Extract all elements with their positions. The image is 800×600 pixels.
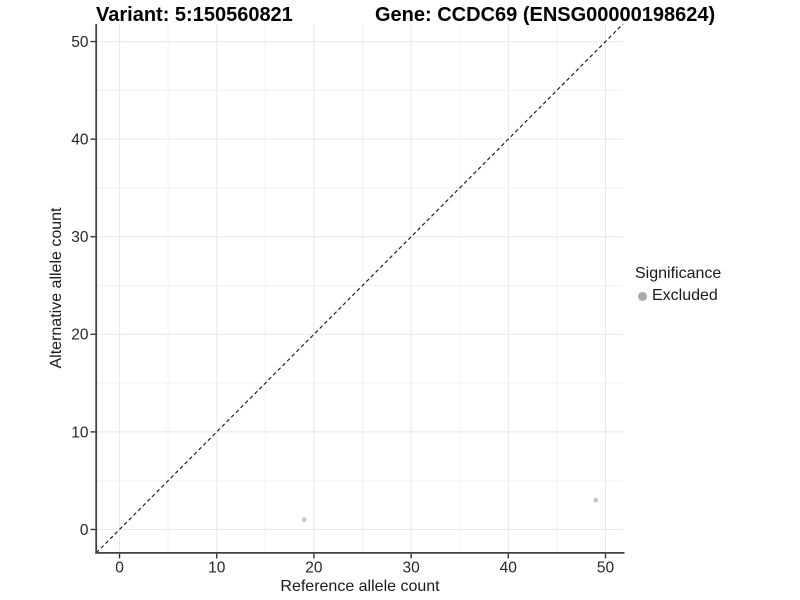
y-axis-label: Alternative allele count [48,207,65,369]
x-tick-label: 50 [597,560,615,577]
x-axis-label: Reference allele count [280,578,440,595]
x-tick-label: 0 [115,560,124,577]
legend-point-icon [638,291,647,301]
data-point [593,497,599,503]
legend-title: Significance [635,265,722,282]
legend: Significance Excluded [635,264,721,305]
identity-reference-line [95,23,624,554]
x-tick-label: 20 [305,560,323,577]
legend-entry-label: Excluded [652,287,718,304]
gene-title: Gene: CCDC69 (ENSG00000198624) [375,4,716,26]
x-tick-label: 40 [500,560,518,577]
x-tick-label: 30 [402,560,420,577]
y-tick-label: 10 [71,424,89,441]
legend-entry: Excluded [635,287,721,305]
y-tick-label: 0 [80,522,89,539]
y-tick-label: 40 [71,132,89,149]
y-tick-label: 30 [71,229,89,246]
y-tick-label: 20 [71,327,89,344]
x-tick-label: 10 [208,560,226,577]
variant-title: Variant: 5:150560821 [96,4,293,26]
y-tick-label: 50 [71,34,89,51]
data-point [301,517,307,523]
